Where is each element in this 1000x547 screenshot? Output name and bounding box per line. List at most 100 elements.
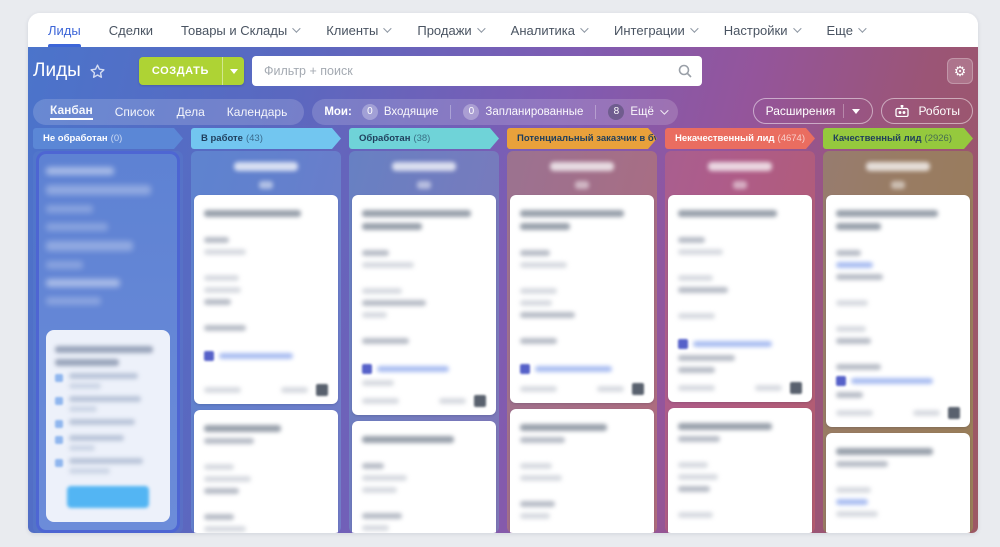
nav-item-8[interactable]: Настройки [724,13,802,47]
blurred-text-bar [69,458,143,464]
lead-card[interactable] [668,195,812,402]
blurred-text-bar [69,373,138,379]
blurred-text-bar [678,367,716,373]
lead-card[interactable] [826,195,970,427]
blurred-text-bar [836,262,874,268]
view-tab-label: Дела [176,104,205,119]
search-input[interactable] [252,56,703,86]
blurred-text-bar [362,312,387,318]
chat-icon [678,339,688,349]
lead-card[interactable] [194,410,338,533]
tab-канбан[interactable]: Канбан [39,99,104,125]
tab-календарь[interactable]: Календарь [216,99,299,125]
lead-card[interactable] [668,408,812,533]
robot-icon [895,105,910,117]
search-icon[interactable] [677,63,693,79]
blurred-form-bar [46,279,121,287]
favorite-star-icon[interactable] [89,63,106,80]
lead-card[interactable] [826,433,970,533]
tab-список[interactable]: Список [104,99,166,125]
counter-3[interactable]: 8 Ещё [608,103,669,120]
column-header-6[interactable]: Качественный лид (2926) [823,128,973,149]
blurred-count-bar [733,181,747,189]
view-tab-label: Календарь [226,104,288,119]
blurred-text-bar [836,448,933,455]
lead-card[interactable] [510,409,654,533]
spacer [520,525,644,533]
blurred-text-bar [362,436,454,443]
column-header-2[interactable]: В работе (43) [191,128,341,149]
activity-icon [948,407,960,419]
column-body [507,151,657,533]
spacer [678,498,802,506]
blurred-text-bar [362,223,422,230]
caret-down-icon [229,68,238,74]
nav-item-3[interactable]: Товары и Склады [181,13,301,47]
blurred-text-bar [678,385,716,391]
my-counters: Мои: 0 Входящие 0 Запланированные 8 Ещё [312,98,678,125]
blurred-text-bar [362,338,410,344]
create-button[interactable]: СОЗДАТЬ [138,57,245,85]
lead-card[interactable] [352,421,496,533]
nav-item-7[interactable]: Интеграции [614,13,699,47]
column-count: (2926) [924,133,953,144]
blurred-text-bar [362,398,400,404]
tab-дела[interactable]: Дела [166,99,216,125]
spacer [204,311,328,319]
counter-1[interactable]: 0 Входящие [361,103,438,120]
blurred-text-bar [362,475,407,481]
nav-item-4[interactable]: Клиенты [326,13,393,47]
spacer [362,499,486,507]
column-header-4[interactable]: Потенциальный заказчик в будущем(5) [507,128,657,149]
column-body [33,151,183,533]
toolbar-right-buttons: Расширения Роботы [752,98,973,124]
lead-card[interactable] [352,195,496,415]
chevron-down-icon [383,24,393,33]
blurred-text-bar [520,424,607,431]
spacer [678,325,802,333]
blurred-text-bar [678,512,713,518]
blurred-text-bar [520,223,570,230]
chat-icon [204,351,214,361]
nav-item-5[interactable]: Продажи [417,13,486,47]
blurred-text-bar [69,396,141,402]
column-header-3[interactable]: Обработан (38) [349,128,499,149]
counter-2[interactable]: 0 Запланированные [463,103,583,120]
column-header-1[interactable]: Не обработан (0) [33,128,183,149]
blurred-text-bar [204,275,239,281]
blurred-link-bar [377,366,449,372]
lead-card[interactable] [510,195,654,403]
blurred-form-bar [46,261,84,269]
sales-tip-card[interactable] [46,330,170,522]
spacer [204,337,328,345]
action-button-blurred[interactable] [66,486,150,508]
nav-item-6[interactable]: Аналитика [511,13,589,47]
blurred-text-bar [204,514,234,520]
column-header-5[interactable]: Некачественный лид (4674) [665,128,815,149]
create-dropdown-button[interactable] [222,57,244,85]
extensions-button[interactable]: Расширения [752,98,874,124]
spacer [362,449,486,457]
chevron-down-icon [858,24,867,33]
lead-card[interactable] [194,195,338,404]
divider [450,104,452,119]
card-footer [204,384,328,396]
blurred-text-bar [836,487,871,493]
bullet-lines [69,396,161,412]
blurred-text-bar [55,346,153,353]
column-summary [194,151,338,195]
blurred-text-bar [520,262,568,268]
quick-add-form-panel[interactable] [36,151,180,533]
blurred-text-bar [836,300,869,306]
nav-item-2[interactable]: Сделки [109,13,153,47]
blurred-text-bar [69,383,102,389]
gear-icon[interactable]: ⚙ [947,58,973,84]
column-name: Качественный лид [833,133,922,144]
blurred-text-bar [520,437,565,443]
view-toolbar: Канбан Список Дела Календарь Мои: 0 Входящие 0… [28,95,978,128]
nav-item-1[interactable]: Лиды [48,13,81,47]
blurred-text-bar [520,288,558,294]
kanban-column-6: Качественный лид (2926) [823,128,973,533]
robots-button[interactable]: Роботы [881,98,973,124]
nav-item-9[interactable]: Еще [827,13,867,47]
